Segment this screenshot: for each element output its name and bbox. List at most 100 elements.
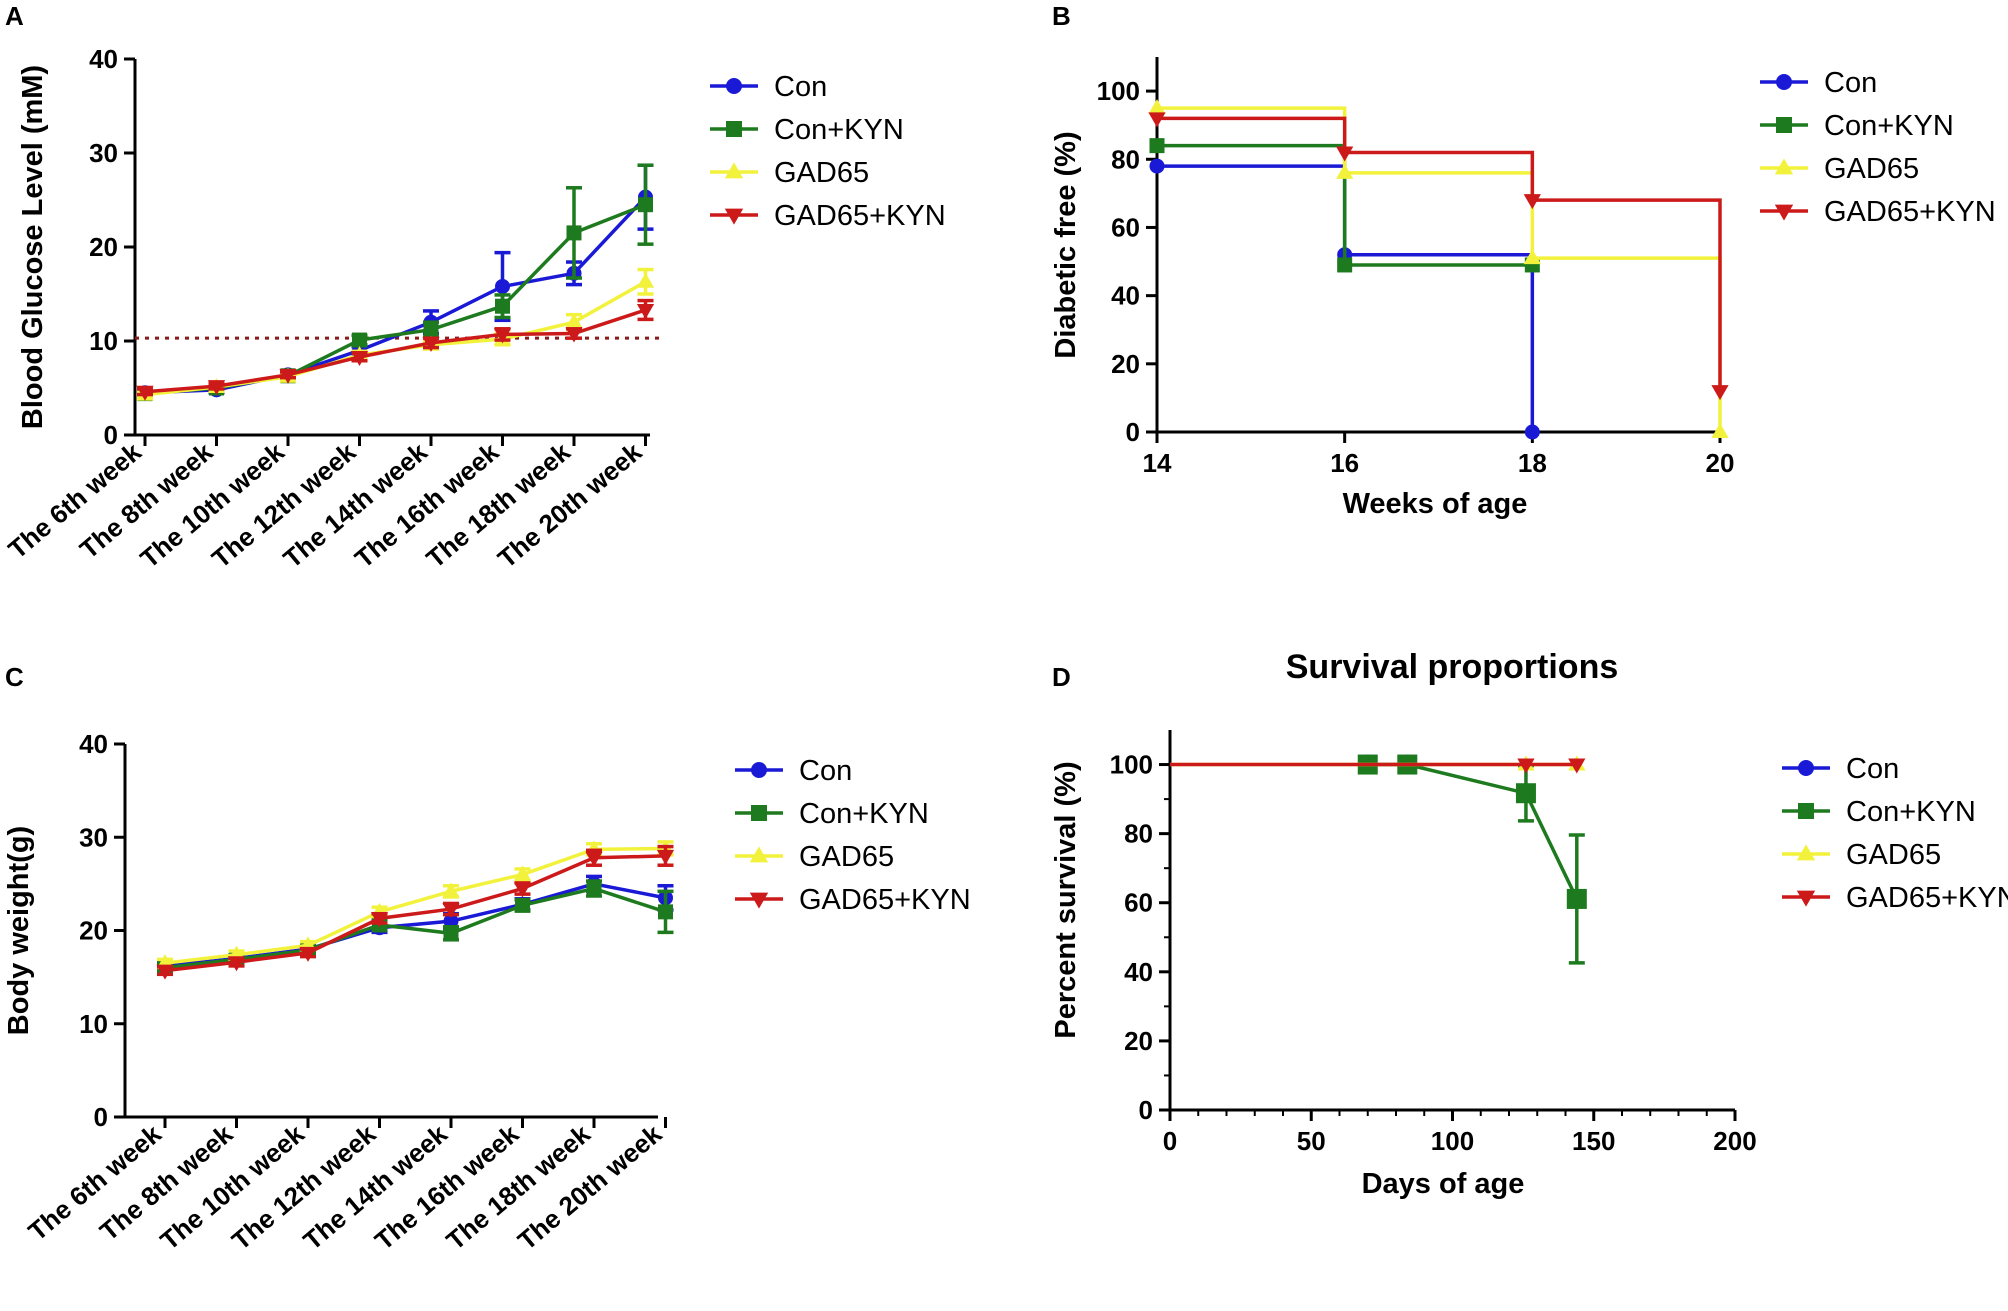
- series-gad65-plus-kyn: [136, 298, 655, 401]
- legend-marker: [751, 805, 767, 821]
- series-line: [164, 854, 666, 973]
- series-con: [137, 163, 654, 401]
- legend-label: Con: [774, 71, 827, 103]
- data-point: [1524, 424, 1540, 440]
- x-tick-label: 50: [1297, 1126, 1326, 1156]
- series-line: [1157, 116, 1722, 392]
- legend-marker: [751, 762, 767, 778]
- legend-marker: [1774, 158, 1794, 175]
- data-point: [422, 336, 440, 352]
- y-tick-label: 20: [79, 916, 108, 946]
- y-tick-label: 80: [1124, 819, 1153, 849]
- data-point: [156, 964, 174, 980]
- series-gad65-plus-kyn: [1148, 112, 1729, 401]
- legend-label: GAD65: [1824, 153, 1919, 185]
- series-gad65: [1148, 99, 1729, 438]
- legend-label: Con: [799, 755, 852, 787]
- legend-marker: [1776, 74, 1792, 90]
- data-point: [1711, 423, 1729, 438]
- legend-label: GAD65+KYN: [1846, 882, 2008, 914]
- x-axis-label: Days of age: [1362, 1168, 1525, 1200]
- legend-label: GAD65+KYN: [799, 884, 971, 916]
- y-axis-label: Diabetic free (%): [1050, 131, 1082, 358]
- data-point: [585, 851, 603, 867]
- data-point: [1523, 249, 1541, 265]
- y-tick-label: 40: [89, 44, 118, 74]
- data-point: [443, 925, 459, 941]
- panel-letter: B: [1052, 1, 1071, 31]
- x-axis-label: Weeks of age: [1343, 488, 1528, 520]
- panel-letter: D: [1052, 662, 1071, 692]
- legend-marker: [726, 78, 742, 94]
- legend-label: Con: [1846, 753, 1899, 785]
- y-axis-label: Body weight(g): [3, 826, 35, 1035]
- legend-marker: [1798, 803, 1814, 819]
- y-tick-label: 40: [1124, 957, 1153, 987]
- data-point: [658, 904, 673, 920]
- data-point: [566, 225, 582, 241]
- legend-label: Con+KYN: [1846, 796, 1976, 828]
- data-point: [442, 882, 460, 898]
- data-point: [1148, 112, 1166, 128]
- legend-marker: [1796, 844, 1816, 861]
- y-tick-label: 0: [1139, 1095, 1153, 1125]
- y-tick-label: 30: [89, 138, 118, 168]
- series-line: [1157, 106, 1722, 432]
- y-tick-label: 100: [1110, 750, 1153, 780]
- legend-label: GAD65: [1846, 839, 1941, 871]
- legend-label: Con: [1824, 67, 1877, 99]
- data-point: [136, 385, 154, 401]
- legend-marker: [724, 208, 744, 225]
- x-tick-label: 200: [1713, 1126, 1756, 1156]
- y-tick-label: 0: [1126, 417, 1140, 447]
- data-point: [1515, 783, 1536, 804]
- data-point: [443, 913, 459, 929]
- series-gad65-plus-kyn: [156, 844, 675, 980]
- y-tick-label: 40: [79, 729, 108, 759]
- legend-marker: [1774, 204, 1794, 221]
- series-con-plus-kyn: [1357, 754, 1587, 965]
- legend-label: GAD65+KYN: [774, 200, 946, 232]
- legend-label: Con+KYN: [799, 798, 929, 830]
- legend-label: Con+KYN: [774, 114, 904, 146]
- data-point: [352, 332, 367, 348]
- x-tick-label: 100: [1431, 1126, 1474, 1156]
- data-point: [513, 882, 532, 898]
- y-tick-label: 10: [79, 1009, 108, 1039]
- legend-marker: [724, 162, 744, 179]
- data-point: [565, 327, 583, 343]
- data-point: [636, 272, 655, 288]
- series-line: [1367, 762, 1579, 900]
- legend-marker: [1796, 890, 1816, 907]
- series-gad65-plus-kyn: [1170, 758, 1586, 774]
- data-point: [1568, 758, 1586, 774]
- chart-title: Survival proportions: [1286, 648, 1619, 686]
- y-tick-label: 20: [89, 232, 118, 262]
- x-tick-label: 14: [1143, 448, 1172, 478]
- legend-label: GAD65: [799, 841, 894, 873]
- y-tick-label: 20: [1124, 1026, 1153, 1056]
- data-point: [370, 912, 389, 928]
- data-point: [656, 849, 675, 865]
- data-point: [299, 946, 317, 962]
- x-tick-label: 0: [1163, 1126, 1177, 1156]
- data-point: [565, 313, 583, 329]
- data-point: [515, 897, 530, 913]
- data-point: [1148, 99, 1166, 115]
- data-point: [350, 350, 369, 366]
- data-point: [442, 903, 460, 919]
- y-tick-label: 10: [89, 326, 118, 356]
- data-point: [586, 881, 602, 897]
- data-point: [1149, 158, 1165, 174]
- data-point: [279, 368, 297, 384]
- legend-marker: [726, 121, 742, 137]
- data-point: [1337, 257, 1353, 273]
- legend-marker: [749, 846, 769, 863]
- x-tick-label: 18: [1518, 448, 1547, 478]
- chart-panel-b: B 0 20 40 60 80 100 14 16 18 20 Weeks of age Diabeti…: [1050, 1, 1996, 520]
- y-tick-label: 40: [1111, 281, 1140, 311]
- data-point: [638, 197, 653, 213]
- x-tick-label: 20: [1706, 448, 1735, 478]
